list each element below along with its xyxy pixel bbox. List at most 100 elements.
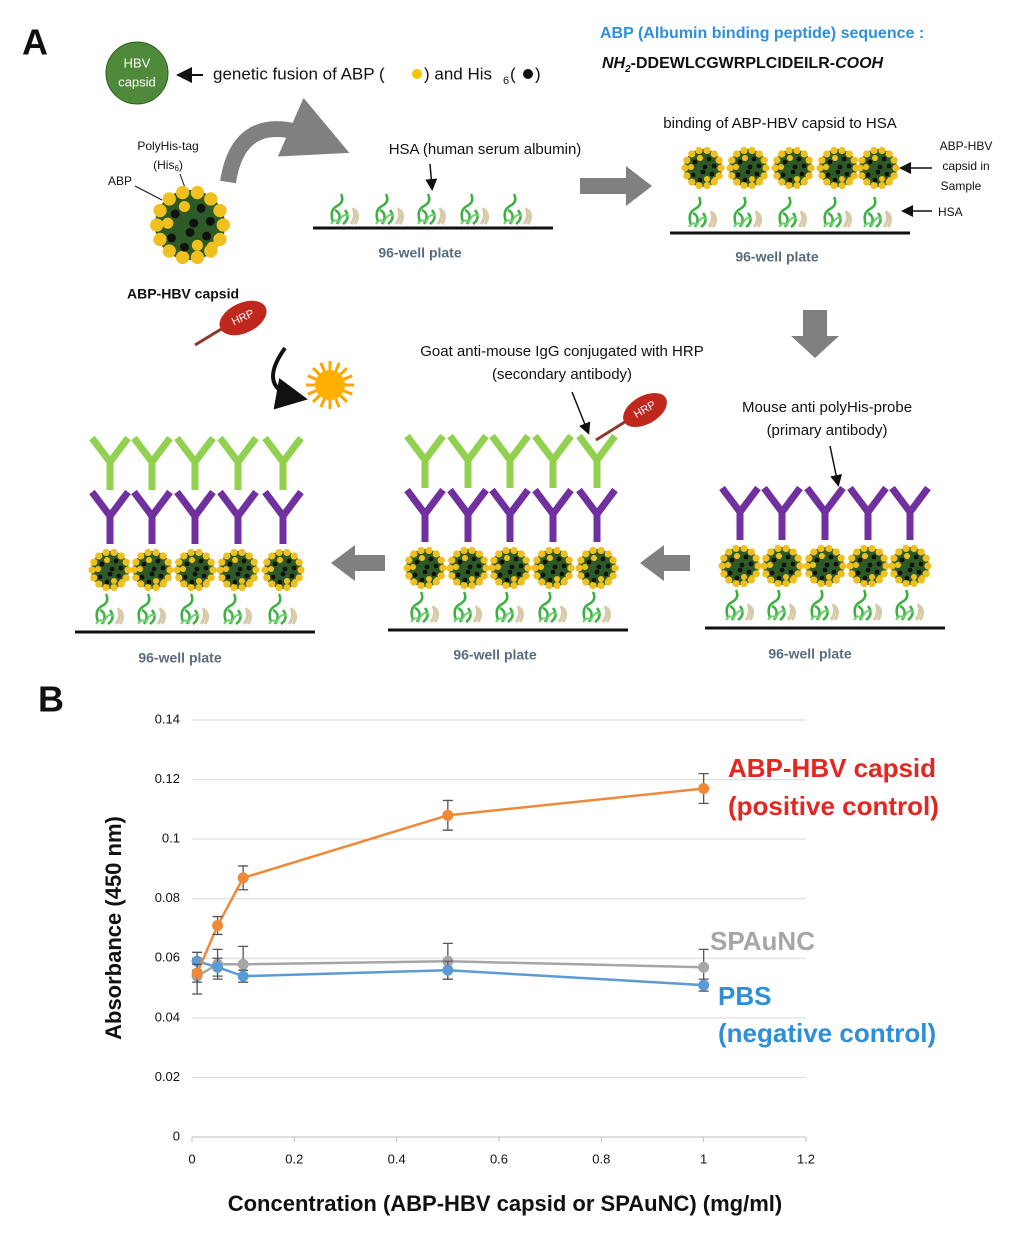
panel-label: A bbox=[22, 22, 48, 63]
plate-label: 96-well plate bbox=[735, 249, 818, 265]
his-close: ) bbox=[179, 158, 183, 172]
hsa-icon bbox=[894, 588, 924, 622]
data-point bbox=[191, 967, 203, 979]
his-label: (His6) bbox=[153, 158, 183, 173]
x-tick-label: 1.2 bbox=[797, 1151, 815, 1166]
y-tick-label: 0.14 bbox=[155, 711, 180, 726]
capsid-icon bbox=[681, 146, 725, 190]
series-label: SPAuNC bbox=[710, 926, 815, 956]
capsid-icon bbox=[888, 544, 932, 588]
antibody-icon bbox=[407, 436, 443, 488]
y-axis-title: Absorbance (450 nm) bbox=[101, 816, 126, 1040]
hsa-icon bbox=[537, 590, 567, 624]
y-tick-label: 0.06 bbox=[155, 950, 180, 965]
hsa-icon bbox=[452, 590, 482, 624]
secondary-label: Goat anti-mouse IgG conjugated with HRP bbox=[420, 343, 703, 360]
antibody-icon bbox=[535, 490, 571, 542]
antibody-icon bbox=[265, 492, 301, 544]
y-tick-label: 0.12 bbox=[155, 771, 180, 786]
hsa-icon bbox=[136, 592, 166, 626]
series-label: PBS bbox=[718, 981, 771, 1011]
fusion-sub: 6 bbox=[503, 75, 509, 87]
hsa-icon bbox=[822, 195, 852, 229]
sample-label: Sample bbox=[941, 179, 982, 193]
hsa-icon bbox=[179, 592, 209, 626]
antibody-icon bbox=[850, 488, 886, 540]
abp-label: ABP bbox=[108, 174, 132, 188]
x-tick-label: 0.4 bbox=[388, 1151, 406, 1166]
hbv-text: HBV bbox=[124, 55, 151, 70]
his-open: (His bbox=[153, 158, 174, 172]
capsid-icon bbox=[726, 146, 770, 190]
y-tick-label: 0 bbox=[173, 1128, 180, 1143]
process-arrow bbox=[220, 97, 350, 184]
data-point bbox=[237, 958, 249, 970]
x-tick-label: 0.8 bbox=[592, 1151, 610, 1166]
diagram-icons bbox=[75, 146, 945, 634]
sun-icon bbox=[306, 361, 354, 409]
fusion-text: ) bbox=[535, 64, 541, 83]
arrow bbox=[571, 391, 591, 435]
antibody-icon bbox=[450, 490, 486, 542]
hsa-icon bbox=[581, 590, 611, 624]
hsa-icon bbox=[687, 195, 717, 229]
data-point bbox=[698, 783, 710, 795]
data-point bbox=[212, 961, 224, 973]
hsa-icon bbox=[267, 592, 297, 626]
hsa-icon bbox=[94, 592, 124, 626]
polyhis-label: PolyHis-tag bbox=[137, 139, 198, 153]
sample-label: ABP-HBV bbox=[940, 139, 993, 153]
hsa-icon bbox=[222, 592, 252, 626]
capsid-icon bbox=[760, 544, 804, 588]
antibody-icon bbox=[220, 492, 256, 544]
data-point bbox=[698, 979, 710, 991]
capsid-icon bbox=[261, 548, 305, 592]
antibody-icon bbox=[579, 436, 615, 488]
hsa-icon bbox=[777, 195, 807, 229]
plate-label: 96-well plate bbox=[378, 245, 461, 261]
hsa-icon bbox=[502, 192, 532, 226]
fusion-text: genetic fusion of ABP ( bbox=[213, 64, 385, 83]
pointer bbox=[134, 185, 163, 201]
antibody-icon bbox=[492, 490, 528, 542]
sequence-end: COOH bbox=[835, 55, 883, 72]
x-tick-label: 0 bbox=[188, 1151, 195, 1166]
antibody-icon bbox=[807, 488, 843, 540]
hsa-icon bbox=[862, 195, 892, 229]
x-tick-label: 1 bbox=[700, 1151, 707, 1166]
capsid-icon bbox=[403, 546, 447, 590]
reaction-arrow bbox=[271, 346, 308, 410]
hbv-text: capsid bbox=[118, 74, 156, 89]
hsa-icon bbox=[494, 590, 524, 624]
y-tick-label: 0.1 bbox=[162, 831, 180, 846]
primary-label: Mouse anti polyHis-probe bbox=[742, 399, 912, 416]
secondary-label: (secondary antibody) bbox=[492, 366, 632, 383]
hrp-icon bbox=[219, 300, 267, 336]
antibody-icon bbox=[92, 438, 128, 490]
hsa-icon bbox=[329, 192, 359, 226]
antibody-icon bbox=[892, 488, 928, 540]
capsid-icon bbox=[803, 544, 847, 588]
his-dot bbox=[523, 69, 533, 79]
capsid-icon bbox=[531, 546, 575, 590]
antibody-icon bbox=[220, 438, 256, 490]
antibody-icon bbox=[407, 490, 443, 542]
y-tick-label: 0.08 bbox=[155, 890, 180, 905]
series-label: (positive control) bbox=[728, 791, 939, 821]
antibody-icon bbox=[92, 492, 128, 544]
chart: 0 0.02 0.04 0.06 0.08 0.1 0.12 0.14 0 0.2 0.4 0.6 0.… bbox=[101, 711, 939, 1215]
antibody-icon bbox=[265, 438, 301, 490]
antibody-icon bbox=[579, 490, 615, 542]
panel-a: A HBV capsid genetic fusion of ABP ( ) a… bbox=[22, 22, 992, 666]
capsid-icon bbox=[130, 548, 174, 592]
capsid-label: ABP-HBV capsid bbox=[127, 286, 239, 302]
hrp-icon bbox=[623, 392, 667, 428]
hsa-icon bbox=[732, 195, 762, 229]
antibody-icon bbox=[764, 488, 800, 540]
sequence: NH2-DDEWLCGWRPLCIDEILR-COOH bbox=[602, 55, 884, 74]
antibody-icon bbox=[535, 436, 571, 488]
hsa-icon bbox=[809, 588, 839, 622]
antibody-icon bbox=[177, 438, 213, 490]
x-tick-label: 0.6 bbox=[490, 1151, 508, 1166]
hsa-icon bbox=[409, 590, 439, 624]
